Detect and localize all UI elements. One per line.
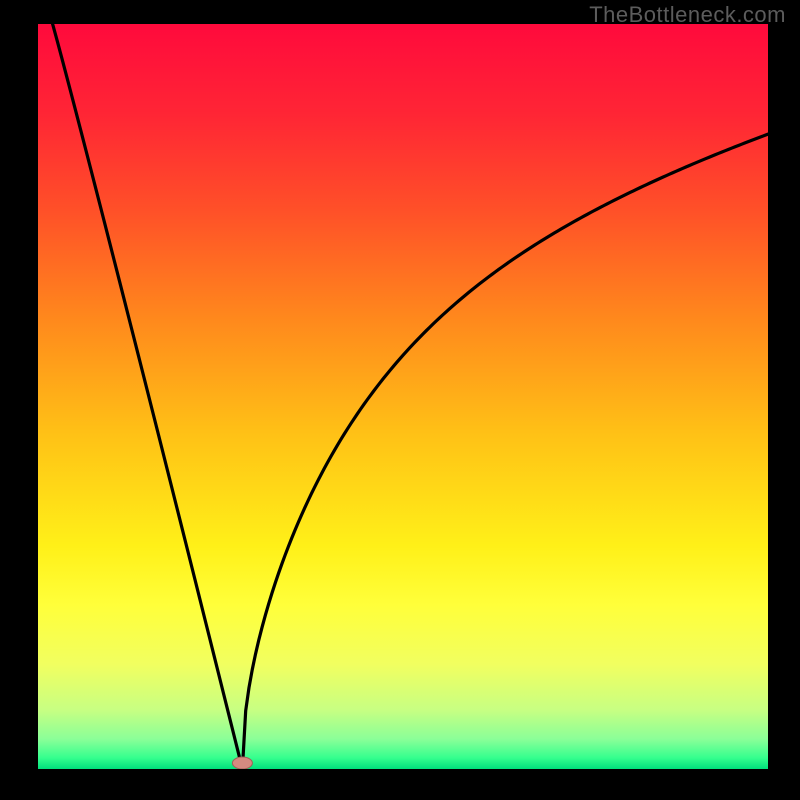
bottleneck-chart xyxy=(0,0,800,800)
minimum-marker xyxy=(232,757,252,769)
